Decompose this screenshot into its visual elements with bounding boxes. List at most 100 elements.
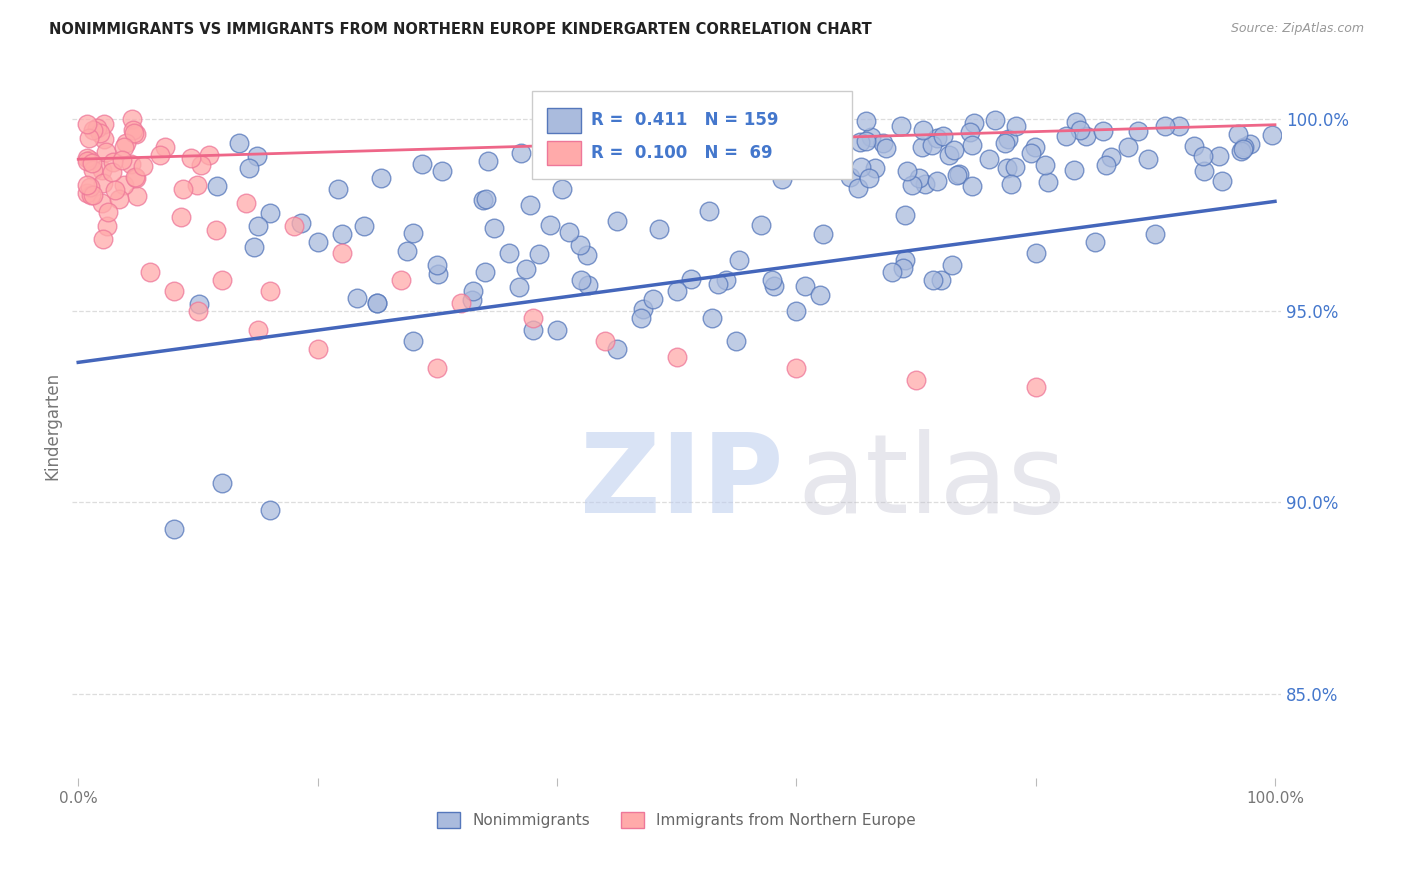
Point xyxy=(941,258,963,272)
Point xyxy=(894,207,917,221)
Point xyxy=(716,273,738,287)
Point xyxy=(330,227,353,241)
Point xyxy=(1208,149,1230,163)
Point xyxy=(929,272,952,286)
Point xyxy=(82,162,104,177)
Point xyxy=(718,142,741,156)
Text: NONIMMIGRANTS VS IMMIGRANTS FROM NORTHERN EUROPE KINDERGARTEN CORRELATION CHART: NONIMMIGRANTS VS IMMIGRANTS FROM NORTHER… xyxy=(49,22,872,37)
Point xyxy=(925,174,948,188)
Point xyxy=(89,126,111,140)
Point xyxy=(546,323,568,337)
Point xyxy=(641,292,664,306)
Point xyxy=(904,373,927,387)
Point xyxy=(925,131,948,145)
Point xyxy=(761,273,783,287)
Point xyxy=(1064,115,1087,129)
Point xyxy=(519,198,541,212)
Point xyxy=(763,279,786,293)
Point xyxy=(121,123,143,137)
Point xyxy=(211,476,233,491)
Point xyxy=(163,522,186,536)
Point xyxy=(450,296,472,310)
Point xyxy=(401,227,423,241)
Point xyxy=(568,238,591,252)
Point xyxy=(187,303,209,318)
Point xyxy=(613,143,636,157)
Point xyxy=(558,225,581,239)
Point xyxy=(238,161,260,175)
Point xyxy=(328,182,350,196)
Point xyxy=(538,219,561,233)
Point xyxy=(1239,136,1261,151)
Point xyxy=(112,140,135,154)
Point xyxy=(606,214,628,228)
Point xyxy=(180,151,202,165)
Point xyxy=(846,181,869,195)
Point xyxy=(498,246,520,260)
Point xyxy=(575,248,598,262)
Point xyxy=(153,140,176,154)
Point xyxy=(569,273,592,287)
Point xyxy=(307,235,329,249)
Point xyxy=(1232,142,1254,156)
Point xyxy=(855,113,877,128)
Point xyxy=(606,342,628,356)
Point xyxy=(1118,139,1140,153)
Point xyxy=(875,141,897,155)
Point xyxy=(872,136,894,150)
Point xyxy=(963,116,986,130)
Point xyxy=(190,158,212,172)
Point xyxy=(894,252,917,267)
Point xyxy=(938,148,960,162)
Point xyxy=(228,136,250,151)
Point xyxy=(77,131,100,145)
Point xyxy=(471,194,494,208)
Point xyxy=(1144,227,1167,241)
Point xyxy=(463,285,485,299)
Point xyxy=(1226,127,1249,141)
Point xyxy=(665,285,688,299)
Point xyxy=(702,311,724,326)
Point xyxy=(1261,128,1284,143)
Point xyxy=(855,134,877,148)
Point xyxy=(484,221,506,235)
Point xyxy=(121,112,143,126)
Point xyxy=(593,334,616,349)
Point xyxy=(901,178,924,193)
Point xyxy=(665,350,688,364)
Point xyxy=(172,181,194,195)
Point xyxy=(132,159,155,173)
Point xyxy=(808,288,831,302)
Point xyxy=(1233,140,1256,154)
Point xyxy=(838,169,860,184)
Point xyxy=(593,160,616,174)
Point xyxy=(911,140,934,154)
Bar xyxy=(547,108,581,133)
Point xyxy=(125,127,148,141)
Point xyxy=(1136,152,1159,166)
Point xyxy=(747,130,769,145)
Point xyxy=(125,171,148,186)
Point xyxy=(1153,120,1175,134)
Text: Source: ZipAtlas.com: Source: ZipAtlas.com xyxy=(1230,22,1364,36)
Point xyxy=(1230,144,1253,158)
Point xyxy=(785,153,807,167)
Point xyxy=(395,244,418,258)
Point xyxy=(82,156,104,170)
Point xyxy=(576,278,599,293)
Point xyxy=(630,311,652,326)
Text: atlas: atlas xyxy=(797,428,1066,535)
Point xyxy=(93,132,115,146)
Point xyxy=(960,178,983,193)
Point xyxy=(725,334,748,349)
Point xyxy=(544,151,567,165)
Point xyxy=(948,167,970,181)
Point xyxy=(681,272,703,286)
Point xyxy=(515,262,537,277)
Point xyxy=(994,136,1017,151)
Point xyxy=(170,210,193,224)
Point xyxy=(880,265,903,279)
Point xyxy=(246,219,269,234)
Point xyxy=(1033,158,1056,172)
Point xyxy=(509,145,531,160)
